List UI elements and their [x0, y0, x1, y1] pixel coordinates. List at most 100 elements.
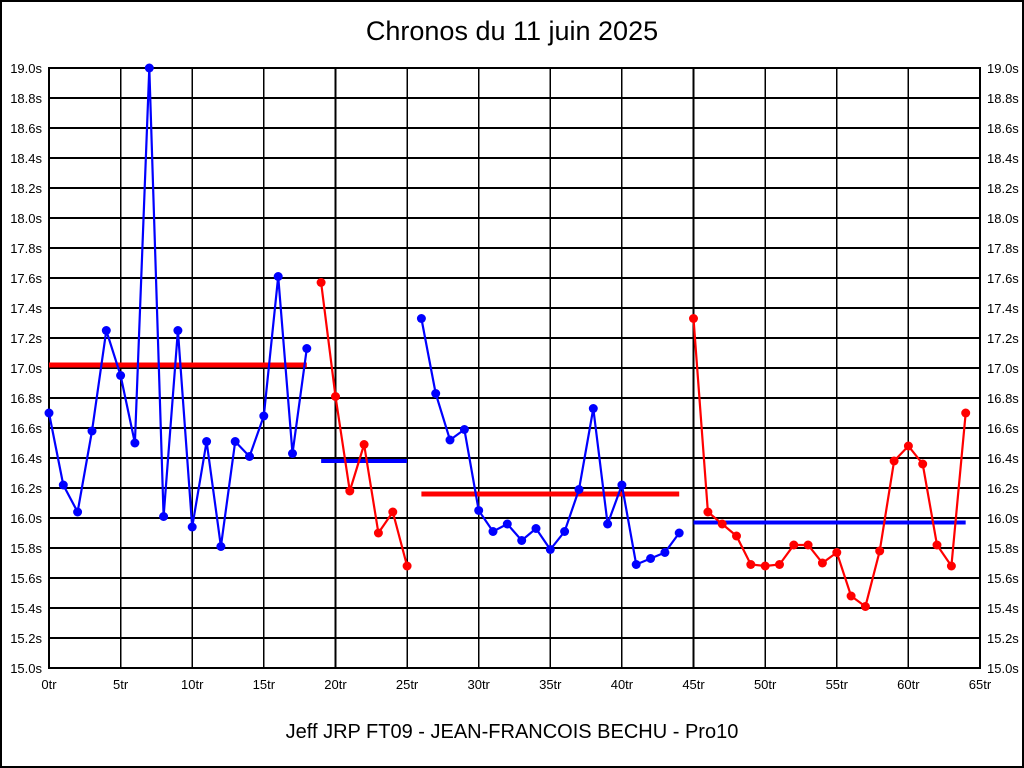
data-point [73, 507, 83, 517]
data-point [44, 408, 54, 418]
x-tick-label: 35tr [539, 677, 562, 692]
y-tick-label-right: 17.4s [987, 301, 1019, 316]
y-tick-label-left: 18.4s [10, 151, 42, 166]
data-point [545, 545, 555, 554]
y-tick-label-right: 18.6s [987, 121, 1019, 136]
data-point [717, 519, 727, 529]
data-point [846, 591, 856, 601]
x-tick-label: 60tr [897, 677, 920, 692]
y-tick-label-left: 15.6s [10, 571, 42, 586]
y-tick-label-left: 16.8s [10, 391, 42, 406]
y-tick-label-right: 15.4s [987, 601, 1019, 616]
x-tick-label: 20tr [324, 677, 347, 692]
data-point [245, 452, 254, 461]
data-point [531, 524, 541, 533]
data-point [144, 63, 154, 73]
data-point [459, 425, 469, 434]
y-tick-label-left: 18.2s [10, 181, 42, 196]
y-tick-label-left: 15.0s [10, 661, 42, 676]
data-point [502, 519, 512, 529]
data-point [860, 602, 870, 611]
y-tick-label-right: 16.4s [987, 451, 1019, 466]
data-point [875, 546, 885, 556]
y-tick-label-right: 16.0s [987, 511, 1019, 526]
data-point [631, 560, 641, 569]
data-point [402, 561, 412, 571]
data-point [689, 314, 698, 323]
data-point [416, 314, 426, 323]
y-tick-label-left: 18.0s [10, 211, 42, 226]
data-point [817, 558, 827, 568]
data-point [316, 278, 326, 287]
y-tick-label-left: 17.8s [10, 241, 42, 256]
data-point [259, 411, 269, 421]
y-tick-label-right: 18.2s [987, 181, 1019, 196]
y-tick-label-right: 19.0s [987, 61, 1019, 76]
data-point [288, 449, 297, 458]
data-point [946, 561, 956, 571]
y-tick-label-right: 17.6s [987, 271, 1019, 286]
data-point [832, 548, 842, 557]
chart-title: Chronos du 11 juin 2025 [365, 16, 659, 46]
y-tick-label-right: 18.0s [987, 211, 1019, 226]
data-point [173, 326, 183, 335]
x-tick-label: 0tr [41, 677, 57, 692]
y-tick-label-right: 15.8s [987, 541, 1019, 556]
y-tick-label-right: 17.8s [987, 241, 1019, 256]
stint-2-red-laps-line [320, 282, 409, 567]
data-point [202, 437, 212, 446]
data-point [588, 404, 598, 413]
chart-caption: Jeff JRP FT09 - JEAN-FRANCOIS BECHU - Pr… [285, 721, 739, 743]
y-tick-label-right: 15.6s [987, 571, 1019, 586]
data-point [216, 542, 226, 551]
y-tick-label-left: 17.0s [10, 361, 42, 376]
data-point [488, 527, 498, 536]
data-point [373, 528, 383, 538]
data-point [918, 459, 928, 469]
y-tick-label-left: 15.4s [10, 601, 42, 616]
data-point [903, 441, 913, 451]
data-point [746, 560, 756, 569]
data-point [603, 519, 613, 529]
data-point [331, 392, 340, 401]
data-point [674, 528, 684, 538]
data-point [889, 456, 899, 466]
x-tick-label: 40tr [611, 677, 634, 692]
y-tick-label-right: 18.4s [987, 151, 1019, 166]
x-tick-label: 65tr [969, 677, 992, 692]
data-point [101, 326, 111, 335]
y-tick-label-left: 16.2s [10, 481, 42, 496]
data-point [474, 506, 484, 515]
data-point [574, 485, 584, 494]
data-point [517, 536, 527, 545]
data-point [703, 507, 713, 517]
data-point [302, 344, 312, 353]
data-point [660, 548, 670, 557]
y-tick-label-left: 17.2s [10, 331, 42, 346]
y-tick-label-left: 16.6s [10, 421, 42, 436]
y-tick-label-right: 16.6s [987, 421, 1019, 436]
x-tick-label: 10tr [181, 677, 204, 692]
y-tick-label-right: 16.8s [987, 391, 1019, 406]
y-tick-label-right: 18.8s [987, 91, 1019, 106]
data-point [230, 437, 240, 446]
y-tick-label-right: 15.2s [987, 631, 1019, 646]
data-point [646, 554, 656, 563]
y-tick-label-left: 16.4s [10, 451, 42, 466]
data-point [932, 540, 942, 550]
x-tick-label: 55tr [826, 677, 849, 692]
data-point [617, 480, 627, 490]
x-tick-label: 5tr [113, 677, 129, 692]
x-tick-label: 25tr [396, 677, 419, 692]
data-point [130, 438, 140, 448]
y-tick-label-left: 19.0s [10, 61, 42, 76]
y-tick-label-right: 17.2s [987, 331, 1019, 346]
y-tick-label-left: 17.4s [10, 301, 42, 316]
data-point [760, 561, 770, 571]
plot-border [48, 67, 981, 669]
data-point [345, 486, 355, 496]
data-point [388, 507, 398, 517]
y-tick-label-left: 18.6s [10, 121, 42, 136]
